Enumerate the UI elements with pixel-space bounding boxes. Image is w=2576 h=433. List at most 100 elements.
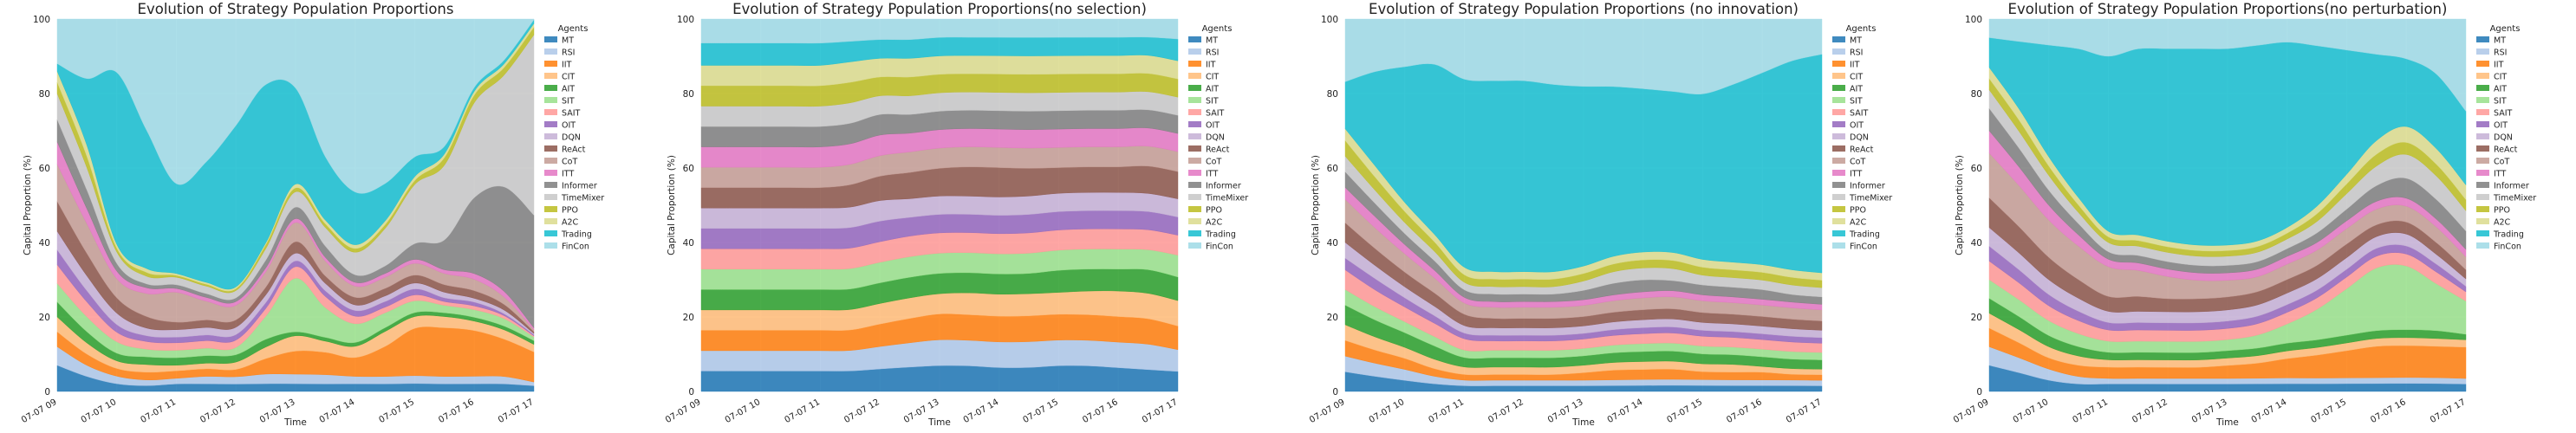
y-tick-label: 100 — [1321, 15, 1338, 25]
legend-swatch-trading — [544, 230, 557, 236]
y-tick-label: 20 — [39, 313, 50, 323]
legend-swatch-ait — [544, 85, 557, 91]
legend-swatch-dqn — [1188, 133, 1201, 139]
legend-label-ait: AIT — [562, 85, 575, 94]
legend-label-iit: IIT — [2494, 61, 2504, 70]
legend-swatch-timemixer — [544, 194, 557, 200]
y-tick-label: 80 — [683, 89, 694, 100]
legend-swatch-a2c — [1188, 218, 1201, 224]
legend-swatch-react — [544, 145, 557, 152]
y-axis-label: Capital Proportion (%) — [667, 155, 677, 255]
x-tick-label: 07-07 09 — [664, 397, 702, 425]
y-tick-label: 80 — [39, 89, 50, 100]
legend-swatch-itt — [2476, 170, 2489, 176]
y-tick-label: 0 — [44, 387, 50, 397]
legend-swatch-dqn — [544, 133, 557, 139]
legend-label-sait: SAIT — [1206, 109, 1225, 119]
y-tick-label: 60 — [1327, 164, 1338, 174]
legend-swatch-cit — [1188, 73, 1201, 79]
legend-swatch-cit — [1832, 73, 1845, 79]
legend-swatch-informer — [1832, 182, 1845, 188]
x-axis-label: Time — [927, 417, 951, 428]
chart-panel-2: Evolution of Strategy Population Proport… — [1308, 1, 1892, 428]
x-tick-label: 07-07 10 — [2012, 397, 2050, 425]
y-axis-label: Capital Proportion (%) — [1311, 155, 1321, 255]
legend-swatch-timemixer — [1188, 194, 1201, 200]
legend-swatch-itt — [1832, 170, 1845, 176]
x-tick-label: 07-07 17 — [497, 397, 535, 425]
legend-label-ppo: PPO — [2494, 206, 2510, 216]
legend-label-dqn: DQN — [1850, 133, 1869, 143]
legend-label-rsi: RSI — [1206, 48, 1219, 58]
legend-label-sait: SAIT — [562, 109, 581, 119]
x-tick-label: 07-07 11 — [784, 397, 822, 425]
x-tick-label: 07-07 14 — [2250, 397, 2288, 425]
x-tick-label: 07-07 11 — [140, 397, 178, 425]
legend-label-react: ReAct — [1206, 145, 1230, 155]
legend-label-timemixer: TimeMixer — [2493, 194, 2536, 204]
legend-swatch-mt — [1832, 36, 1845, 42]
legend-label-timemixer: TimeMixer — [561, 194, 604, 204]
legend-label-mt: MT — [1206, 36, 1218, 46]
legend-swatch-mt — [2476, 36, 2489, 42]
legend-swatch-iit — [1832, 61, 1845, 67]
legend-swatch-iit — [1188, 61, 1201, 67]
chart-title: Evolution of Strategy Population Proport… — [2008, 1, 2448, 17]
y-tick-label: 100 — [1965, 15, 1982, 25]
x-tick-label: 07-07 10 — [1368, 397, 1406, 425]
legend-label-react: ReAct — [1850, 145, 1874, 155]
legend-label-mt: MT — [562, 36, 574, 46]
legend-label-oit: OIT — [562, 121, 576, 131]
legend-swatch-informer — [1188, 182, 1201, 188]
legend-label-itt: ITT — [1850, 170, 1862, 179]
legend-label-itt: ITT — [2494, 170, 2506, 179]
legend-swatch-react — [1832, 145, 1845, 152]
legend-label-fincon: FinCon — [2494, 242, 2521, 252]
legend-swatch-iit — [2476, 61, 2489, 67]
x-tick-label: 07-07 16 — [1081, 397, 1119, 425]
legend-label-ait: AIT — [2494, 85, 2507, 94]
legend-title: Agents — [1846, 24, 1877, 34]
legend-swatch-cot — [1832, 158, 1845, 164]
legend-swatch-rsi — [2476, 48, 2489, 55]
area-fincon — [1344, 18, 1823, 94]
legend-label-ppo: PPO — [1206, 206, 1222, 216]
legend-swatch-rsi — [544, 48, 557, 55]
legend-label-dqn: DQN — [1206, 133, 1225, 143]
legend-label-dqn: DQN — [562, 133, 581, 143]
legend-swatch-oit — [1832, 121, 1845, 127]
legend-label-trading: Trading — [561, 230, 592, 240]
legend-label-cot: CoT — [562, 158, 577, 167]
legend-swatch-fincon — [1188, 242, 1201, 249]
y-tick-label: 20 — [1971, 313, 1982, 323]
legend-swatch-oit — [2476, 121, 2489, 127]
x-tick-label: 07-07 11 — [1428, 397, 1466, 425]
y-tick-label: 20 — [683, 313, 694, 323]
legend-swatch-a2c — [544, 218, 557, 224]
legend-swatch-itt — [544, 170, 557, 176]
x-tick-label: 07-07 12 — [1486, 397, 1525, 425]
legend-swatch-cit — [544, 73, 557, 79]
legend-swatch-ppo — [1188, 206, 1201, 212]
legend-label-timemixer: TimeMixer — [1849, 194, 1892, 204]
x-tick-label: 07-07 16 — [2369, 397, 2407, 425]
legend-swatch-fincon — [1832, 242, 1845, 249]
legend-label-mt: MT — [1850, 36, 1862, 46]
chart-panel-1: Evolution of Strategy Population Proport… — [664, 1, 1248, 428]
legend-swatch-mt — [544, 36, 557, 42]
legend-title: Agents — [558, 24, 589, 34]
legend-label-iit: IIT — [562, 61, 572, 70]
legend-swatch-cot — [544, 158, 557, 164]
x-tick-label: 07-07 14 — [318, 397, 356, 425]
legend-label-cit: CIT — [2494, 73, 2507, 82]
legend-label-itt: ITT — [562, 170, 574, 179]
legend-swatch-sait — [544, 109, 557, 115]
y-tick-label: 0 — [688, 387, 694, 397]
x-tick-label: 07-07 14 — [1606, 397, 1644, 425]
legend-swatch-ppo — [2476, 206, 2489, 212]
area-fincon — [700, 18, 1179, 44]
legend-swatch-informer — [544, 182, 557, 188]
x-tick-label: 07-07 10 — [80, 397, 118, 425]
x-tick-label: 07-07 15 — [1022, 397, 1060, 425]
y-tick-label: 60 — [39, 164, 50, 174]
